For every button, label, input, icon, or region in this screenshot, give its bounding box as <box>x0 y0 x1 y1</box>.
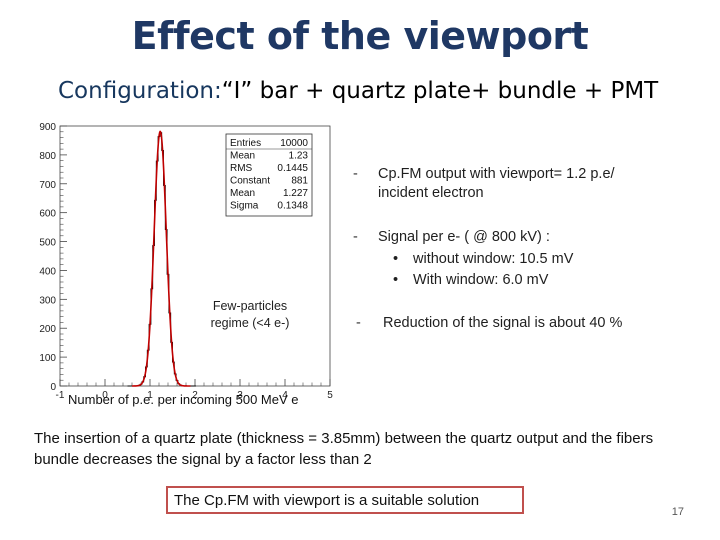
page-number: 17 <box>671 506 684 518</box>
stats-value: 1.227 <box>283 188 308 199</box>
x-tick-label--1: -1 <box>56 390 65 401</box>
y-tick-label-700: 700 <box>39 180 56 191</box>
y-tick-label-500: 500 <box>39 238 56 249</box>
stats-name: Mean <box>230 151 255 162</box>
y-tick-label-600: 600 <box>39 209 56 220</box>
sub-bullet-without-window: without window: 10.5 mV <box>413 251 574 267</box>
stats-name: Entries <box>230 138 261 149</box>
y-axis: 0 100 200 300 400 500 600 700 800 900 <box>39 122 67 393</box>
slide-title: Effect of the viewport <box>131 14 589 58</box>
histogram-step <box>127 132 196 387</box>
configuration-value: “I” bar + quartz plate+ bundle + PMT <box>221 78 659 104</box>
stats-box: Entries 10000 Mean 1.23 RMS 0.1445 Constant 881… <box>225 133 313 217</box>
bullet-dash-2: - <box>353 229 358 245</box>
histogram-bars <box>127 132 196 387</box>
stats-name: RMS <box>230 163 253 174</box>
stats-value: 881 <box>291 176 308 187</box>
bullet-3-reduction: Reduction of the signal is about 40 % <box>383 315 623 331</box>
stats-value: 0.1348 <box>277 201 308 212</box>
x-tick-label-2: 2 <box>192 390 198 401</box>
stats-name: Constant <box>230 176 270 187</box>
y-tick-label-900: 900 <box>39 122 56 133</box>
y-tick-label-800: 800 <box>39 151 56 162</box>
sub-bullet-dot-1: • <box>393 251 399 267</box>
gaussian-fit-line <box>132 130 191 387</box>
y-tick-label-400: 400 <box>39 266 56 277</box>
sub-bullet-with-window: With window: 6.0 mV <box>413 272 549 288</box>
bullet-1-line-2: incident electron <box>378 185 484 201</box>
stats-name: Mean <box>230 188 255 199</box>
few-particles-label: Few-particles regime (<4 e-) <box>210 299 290 330</box>
bullet-2-line-1: Signal per e- ( @ 800 kV) : <box>378 229 550 245</box>
y-tick-label-0: 0 <box>50 382 56 393</box>
sub-bullet-dot-2: • <box>393 272 399 288</box>
x-tick-label-3: 3 <box>237 390 243 401</box>
x-tick-label-1: 1 <box>147 390 153 401</box>
configuration-label: Configuration: <box>58 78 222 104</box>
x-tick-label-0: 0 <box>102 390 108 401</box>
configuration-line: Configuration:“I” bar + quartz plate+ bu… <box>58 78 658 104</box>
stats-value: 0.1445 <box>277 163 308 174</box>
fit-curve <box>132 130 191 387</box>
bullet-dash-1: - <box>353 166 358 182</box>
conclusion-box: The Cp.FM with viewport is a suitable so… <box>166 486 524 514</box>
bullet-dash-3: - <box>356 315 361 331</box>
x-tick-label-4: 4 <box>282 390 288 401</box>
stats-name: Sigma <box>230 201 259 212</box>
y-tick-label-200: 200 <box>39 324 56 335</box>
y-tick-label-300: 300 <box>39 295 56 306</box>
x-axis-label: Number of p.e. per incoming 500 MeV e <box>68 392 299 407</box>
stats-value: 10000 <box>280 138 308 149</box>
stats-value: 1.23 <box>289 151 309 162</box>
insertion-paragraph: The insertion of a quartz plate (thickne… <box>34 430 654 468</box>
x-tick-label-5: 5 <box>327 390 333 401</box>
histogram-plot: 0 100 200 300 400 500 600 700 800 900 -1 0 1 2 3 4 5 En… <box>30 118 335 413</box>
y-tick-label-100: 100 <box>39 353 56 364</box>
x-axis: -1 0 1 2 3 4 5 <box>56 379 333 401</box>
bullet-1-line-1: Cp.FM output with viewport= 1.2 p.e/ <box>378 166 615 182</box>
